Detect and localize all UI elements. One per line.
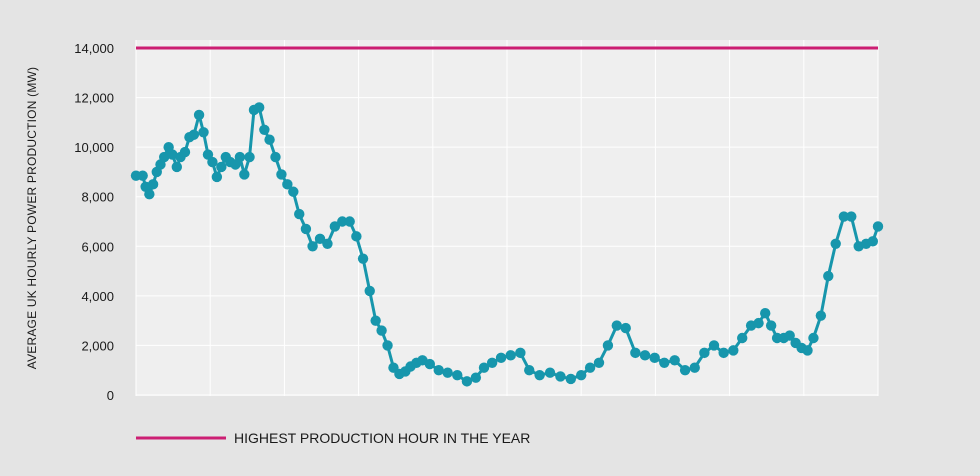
data-point bbox=[669, 355, 680, 366]
data-point bbox=[144, 189, 155, 200]
data-point bbox=[565, 373, 577, 385]
data-point bbox=[370, 315, 381, 326]
series bbox=[130, 46, 884, 387]
data-point bbox=[846, 211, 857, 222]
data-point bbox=[524, 365, 535, 376]
data-point bbox=[620, 322, 631, 334]
data-point bbox=[276, 169, 287, 180]
data-point bbox=[576, 369, 587, 381]
data-point bbox=[534, 369, 545, 381]
data-point bbox=[193, 109, 205, 121]
y-axis: 0 2,000 4,000 6,000 8,000 10,000 12,000 14,000 bbox=[74, 41, 114, 403]
y-tick-label: 10,000 bbox=[74, 140, 114, 155]
data-point bbox=[699, 347, 710, 359]
data-point bbox=[505, 350, 516, 361]
y-tick-label: 6,000 bbox=[81, 239, 114, 254]
data-point bbox=[838, 211, 850, 222]
data-point bbox=[207, 156, 218, 168]
data-point bbox=[158, 151, 170, 163]
y-axis-title: AVERAGE UK HOURLY POWER PRODUCTION (MW) bbox=[25, 67, 39, 370]
data-point bbox=[689, 362, 700, 373]
data-point bbox=[765, 320, 777, 331]
data-point bbox=[322, 238, 333, 250]
data-point bbox=[259, 124, 270, 135]
data-point bbox=[270, 151, 281, 163]
data-point bbox=[659, 357, 670, 368]
y-tick-label: 12,000 bbox=[74, 91, 114, 106]
data-point bbox=[137, 170, 148, 181]
data-point bbox=[147, 179, 159, 190]
data-point bbox=[867, 236, 879, 247]
data-point bbox=[294, 208, 305, 220]
data-point bbox=[461, 376, 473, 387]
data-point bbox=[544, 367, 556, 378]
data-point bbox=[424, 358, 436, 370]
data-point bbox=[515, 347, 526, 359]
data-point bbox=[382, 340, 393, 351]
data-point bbox=[649, 352, 660, 364]
data-point bbox=[329, 221, 341, 232]
data-point bbox=[630, 347, 641, 359]
data-point bbox=[442, 367, 453, 378]
data-point bbox=[555, 371, 566, 382]
data-point bbox=[244, 151, 255, 163]
data-point bbox=[167, 149, 178, 160]
data-point bbox=[708, 340, 720, 351]
data-point bbox=[679, 365, 691, 376]
data-point bbox=[171, 161, 183, 173]
data-point bbox=[470, 372, 482, 383]
data-point bbox=[351, 231, 362, 242]
data-point bbox=[760, 308, 771, 319]
legend: HIGHEST PRODUCTION HOUR IN THE YEAR bbox=[136, 430, 530, 446]
data-point bbox=[364, 285, 375, 297]
data-point bbox=[376, 325, 387, 336]
data-point bbox=[264, 134, 275, 145]
data-point bbox=[784, 330, 795, 341]
data-point bbox=[753, 317, 764, 329]
data-point bbox=[239, 169, 250, 180]
data-point bbox=[478, 362, 490, 373]
data-point bbox=[815, 310, 827, 321]
data-point bbox=[808, 332, 819, 344]
data-point bbox=[337, 216, 348, 227]
y-tick-label: 0 bbox=[107, 388, 114, 403]
data-point bbox=[314, 233, 326, 245]
data-point bbox=[344, 216, 355, 227]
data-point bbox=[728, 345, 739, 356]
data-point bbox=[823, 270, 834, 282]
data-point bbox=[639, 350, 651, 361]
data-point bbox=[872, 221, 884, 232]
y-tick-label: 14,000 bbox=[74, 41, 114, 56]
data-point bbox=[234, 151, 246, 163]
data-point bbox=[584, 362, 596, 373]
data-point bbox=[495, 352, 507, 364]
data-point bbox=[211, 171, 223, 183]
data-point bbox=[602, 340, 614, 351]
data-point bbox=[253, 102, 265, 113]
data-point bbox=[300, 223, 312, 235]
data-point bbox=[737, 332, 748, 344]
data-point bbox=[802, 345, 813, 356]
data-point bbox=[593, 357, 605, 368]
data-point bbox=[433, 365, 444, 376]
data-point bbox=[830, 238, 841, 250]
data-point bbox=[307, 241, 318, 252]
data-point bbox=[486, 357, 498, 368]
data-point bbox=[179, 146, 191, 158]
y-tick-label: 4,000 bbox=[81, 289, 114, 304]
data-point bbox=[452, 369, 463, 381]
data-point bbox=[718, 347, 729, 359]
data-point bbox=[198, 127, 209, 138]
data-point bbox=[288, 186, 299, 197]
data-point bbox=[357, 253, 369, 264]
data-point bbox=[216, 161, 227, 173]
data-point bbox=[188, 129, 200, 140]
data-point bbox=[282, 179, 293, 190]
data-point bbox=[611, 320, 623, 331]
y-tick-label: 8,000 bbox=[81, 190, 114, 205]
legend-label-reference: HIGHEST PRODUCTION HOUR IN THE YEAR bbox=[234, 430, 530, 446]
y-tick-label: 2,000 bbox=[81, 338, 114, 353]
